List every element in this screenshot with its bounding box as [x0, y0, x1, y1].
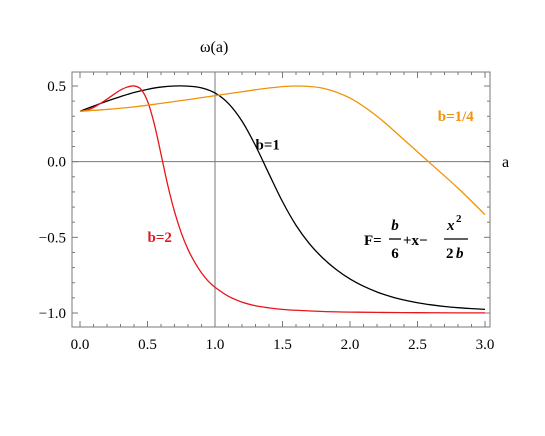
- plot-frame-rect: [71, 71, 491, 328]
- formula-frac2-den-var: b: [456, 246, 464, 262]
- formula-frac1-num: b: [391, 218, 399, 234]
- y-axis-label: ω(a): [200, 39, 228, 56]
- x-tick-label: 1.5: [273, 337, 292, 353]
- series-label: b=1/4: [438, 109, 475, 125]
- y-tick-label: −1.0: [39, 306, 66, 322]
- labels-layer: b=1 b=2 b=1/4: [148, 109, 475, 246]
- series-line-b-1-4: [79, 85, 486, 216]
- y-tick-label: 0.5: [47, 79, 66, 95]
- formula-lhs: F=: [364, 233, 382, 249]
- x-tick-label: 0.0: [71, 337, 90, 353]
- formula-middle: +x−: [403, 233, 428, 249]
- x-tick-label: 3.0: [476, 337, 495, 353]
- series-label: b=2: [148, 230, 172, 246]
- y-tick-label: 0.0: [47, 155, 66, 171]
- x-tick-label: 1.0: [206, 337, 225, 353]
- x-axis-label: a: [502, 154, 509, 171]
- series-label: b=1: [256, 138, 280, 154]
- formula: F= b 6 +x− x 2 2 b: [364, 213, 468, 262]
- formula-frac2-num-base: x: [446, 218, 455, 234]
- series-layer: [79, 85, 486, 314]
- formula-frac1-den: 6: [391, 246, 399, 262]
- series-line-b-1: [79, 85, 486, 311]
- plot-frame: 0.0 0.5 1.0 1.5 2.0 2.5 3.0 −1.0 −0.5 0.0 0.5: [39, 71, 495, 353]
- series-line-b-2: [79, 85, 486, 314]
- y-tick-label: −0.5: [39, 230, 66, 246]
- x-tick-label: 2.0: [341, 337, 360, 353]
- formula-frac2-num-exp: 2: [456, 213, 462, 225]
- formula-frac2-den-coef: 2: [446, 246, 454, 262]
- x-tick-label: 2.5: [408, 337, 427, 353]
- x-tick-label: 0.5: [138, 337, 157, 353]
